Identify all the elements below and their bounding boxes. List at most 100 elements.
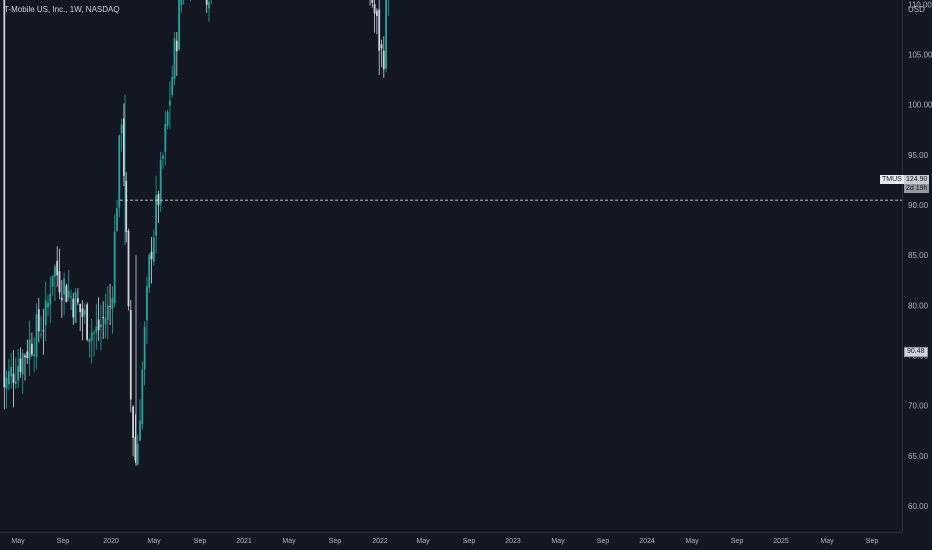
candle-body [382,50,385,70]
candle-body [141,369,144,424]
candle-body [106,305,109,320]
y-tick-label: 80.00 [908,301,929,310]
y-tick-label: 85.00 [908,251,929,260]
candlestick-series [3,0,389,466]
candle-body [97,319,100,331]
candle-body [146,286,148,321]
candle-body [100,324,102,328]
candle-body [373,4,376,14]
currency-label: USD [908,5,925,14]
candle-body [173,38,176,80]
candle-body [109,306,111,307]
candle-body [157,194,160,206]
candle-body [90,332,93,341]
candle-body [3,0,6,388]
candle-body [60,297,63,301]
x-tick-label: May [820,538,834,545]
candle-body [28,339,31,360]
x-tick-label: 2021 [236,538,252,545]
x-tick-label: May [147,538,161,545]
y-tick-label: 110.00 [908,0,932,9]
candle-body [378,9,381,51]
candle-body [113,231,116,303]
y-axis-ticks: 60.0065.0070.0075.0080.0085.0090.0095.00… [908,0,932,511]
candle-body [47,303,49,308]
candle-body [136,444,139,465]
candle-body [93,332,95,334]
candle-body [180,0,183,6]
candle-body [127,230,130,307]
x-tick-label: Sep [194,538,207,545]
candle-body [129,309,132,400]
x-tick-label: 2023 [505,538,521,545]
candle-body [205,0,208,5]
y-tick-label: 65.00 [908,452,929,461]
x-tick-label: 2024 [639,538,655,545]
candle-body [134,436,137,461]
candle-body [111,297,114,309]
candle-body [65,285,68,303]
horizontal-level-tag: 90.48 [904,347,928,357]
y-tick-label: 105.00 [908,51,932,60]
candle-body [120,124,123,134]
candle-body [12,373,15,384]
candle-body [70,296,72,298]
candle-body [44,300,47,326]
candle-body [102,317,105,319]
candle-body [88,338,91,343]
candle-body [123,118,125,177]
x-tick-label: 2022 [372,538,388,545]
candle-body [79,303,82,313]
candle-body [132,406,134,438]
x-tick-label: May [11,538,25,545]
candle-body [116,207,118,232]
candle-body [8,371,10,385]
chart-title: T-Mobile US, Inc., 1W, NASDAQ [4,5,120,14]
candle-body [58,271,61,293]
candle-body [42,330,45,332]
candle-body [35,314,38,358]
candle-body [72,298,75,318]
candle-body [385,0,387,69]
y-tick-label: 70.00 [908,402,929,411]
candle-body [155,195,157,236]
x-tick-label: Sep [329,538,342,545]
candle-body [125,180,128,232]
candle-body [81,308,84,317]
candle-body [51,275,54,287]
x-tick-label: 2025 [773,538,789,545]
candle-body [148,255,151,288]
candle-body [95,326,98,333]
candle-body [63,278,65,295]
candle-body [164,123,167,152]
x-tick-label: May [416,538,430,545]
candle-body [159,160,162,204]
candle-body [83,310,86,315]
candle-body [169,100,171,106]
candle-body [371,0,374,3]
x-tick-label: 2020 [103,538,119,545]
time-axis-divider [0,532,902,533]
x-tick-label: Sep [597,538,610,545]
y-tick-label: 100.00 [908,101,932,110]
candle-body [24,355,26,358]
candle-body [67,290,70,298]
x-tick-label: May [551,538,565,545]
candle-body [178,0,180,50]
candle-body [166,111,169,126]
candle-body [118,135,121,208]
candle-body [19,358,22,373]
x-tick-label: Sep [463,538,476,545]
candle-body [143,327,146,370]
candle-body [77,298,79,303]
x-tick-label: May [282,538,296,545]
candle-body [380,44,383,49]
candle-body [21,353,24,375]
candle-body [104,318,107,325]
x-tick-label: May [685,538,699,545]
bar-countdown-tag: 2d 19h [904,184,930,193]
y-tick-label: 90.00 [908,201,929,210]
candle-body [54,266,56,277]
candle-body [33,354,36,356]
